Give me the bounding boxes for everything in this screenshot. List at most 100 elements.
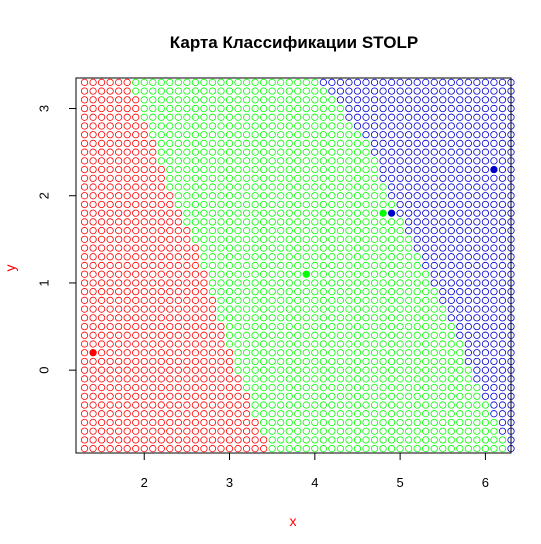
grid-point	[396, 87, 404, 95]
grid-point	[157, 349, 165, 357]
grid-point	[447, 253, 455, 261]
grid-point	[319, 401, 327, 409]
grid-point	[149, 183, 157, 191]
grid-point	[174, 401, 182, 409]
grid-point	[353, 235, 362, 243]
grid-point	[191, 139, 200, 148]
grid-point	[311, 401, 319, 409]
grid-point	[490, 78, 498, 86]
grid-point	[353, 427, 362, 435]
grid-point	[191, 366, 200, 374]
grid-point	[277, 279, 285, 287]
grid-point	[396, 235, 404, 243]
grid-point	[106, 322, 114, 331]
grid-point	[439, 349, 447, 357]
grid-point	[251, 183, 259, 191]
grid-point	[97, 122, 106, 130]
grid-point	[251, 392, 259, 400]
grid-point	[464, 401, 472, 409]
grid-point	[191, 183, 200, 191]
grid-point	[191, 445, 200, 453]
grid-point	[200, 322, 208, 331]
grid-point	[242, 366, 251, 374]
grid-point	[396, 244, 404, 252]
grid-point	[225, 200, 234, 209]
grid-point	[200, 436, 208, 444]
grid-point	[370, 392, 379, 400]
grid-point	[387, 253, 396, 261]
grid-point	[285, 322, 293, 331]
grid-point	[225, 357, 234, 366]
grid-point	[387, 244, 396, 252]
grid-point	[251, 78, 259, 86]
grid-point	[345, 349, 353, 357]
grid-point	[447, 270, 455, 278]
grid-point	[234, 209, 242, 217]
grid-point	[336, 139, 345, 148]
grid-point	[439, 165, 447, 174]
grid-point	[183, 340, 191, 348]
grid-point	[149, 96, 157, 104]
grid-point	[260, 87, 268, 95]
grid-point	[97, 165, 106, 174]
grid-point	[89, 261, 97, 270]
grid-point	[251, 157, 259, 165]
grid-point	[319, 331, 327, 339]
grid-point	[225, 122, 234, 130]
grid-point	[191, 383, 200, 392]
grid-point	[362, 436, 370, 444]
grid-point	[370, 244, 379, 252]
grid-point	[362, 104, 370, 113]
grid-point	[242, 305, 251, 313]
grid-point	[370, 192, 379, 200]
grid-point	[106, 340, 114, 348]
grid-point	[157, 113, 165, 121]
grid-point	[379, 445, 387, 453]
grid-point	[430, 296, 438, 304]
grid-point	[277, 288, 285, 296]
grid-point	[473, 288, 481, 296]
grid-point	[481, 375, 490, 383]
grid-point	[336, 349, 345, 357]
grid-point	[132, 418, 140, 427]
grid-point	[464, 296, 472, 304]
grid-point	[311, 78, 319, 86]
grid-point	[430, 261, 438, 270]
grid-point	[353, 200, 362, 209]
grid-point	[174, 235, 182, 243]
grid-point	[234, 122, 242, 130]
grid-point	[362, 139, 370, 148]
grid-point	[123, 148, 131, 156]
grid-point	[191, 235, 200, 243]
grid-point	[106, 157, 114, 165]
grid-point	[225, 279, 234, 287]
grid-point	[387, 288, 396, 296]
grid-point	[413, 261, 421, 270]
grid-point	[319, 131, 327, 139]
grid-point	[413, 235, 421, 243]
grid-point	[285, 436, 293, 444]
grid-point	[123, 96, 131, 104]
grid-point	[106, 174, 114, 182]
grid-point	[268, 183, 276, 191]
grid-point	[370, 157, 379, 165]
grid-point	[242, 192, 251, 200]
grid-point	[277, 375, 285, 383]
grid-point	[234, 279, 242, 287]
grid-point	[439, 113, 447, 121]
grid-point	[473, 322, 481, 331]
grid-point	[217, 305, 225, 313]
grid-point	[80, 192, 89, 200]
grid-point	[260, 157, 268, 165]
grid-point	[157, 401, 165, 409]
grid-point	[430, 288, 438, 296]
grid-point	[225, 148, 234, 156]
grid-point	[285, 209, 293, 217]
grid-point	[200, 113, 208, 121]
grid-point	[149, 427, 157, 435]
grid-point	[439, 392, 447, 400]
grid-point	[234, 165, 242, 174]
grid-point	[80, 410, 89, 418]
grid-point	[447, 445, 455, 453]
